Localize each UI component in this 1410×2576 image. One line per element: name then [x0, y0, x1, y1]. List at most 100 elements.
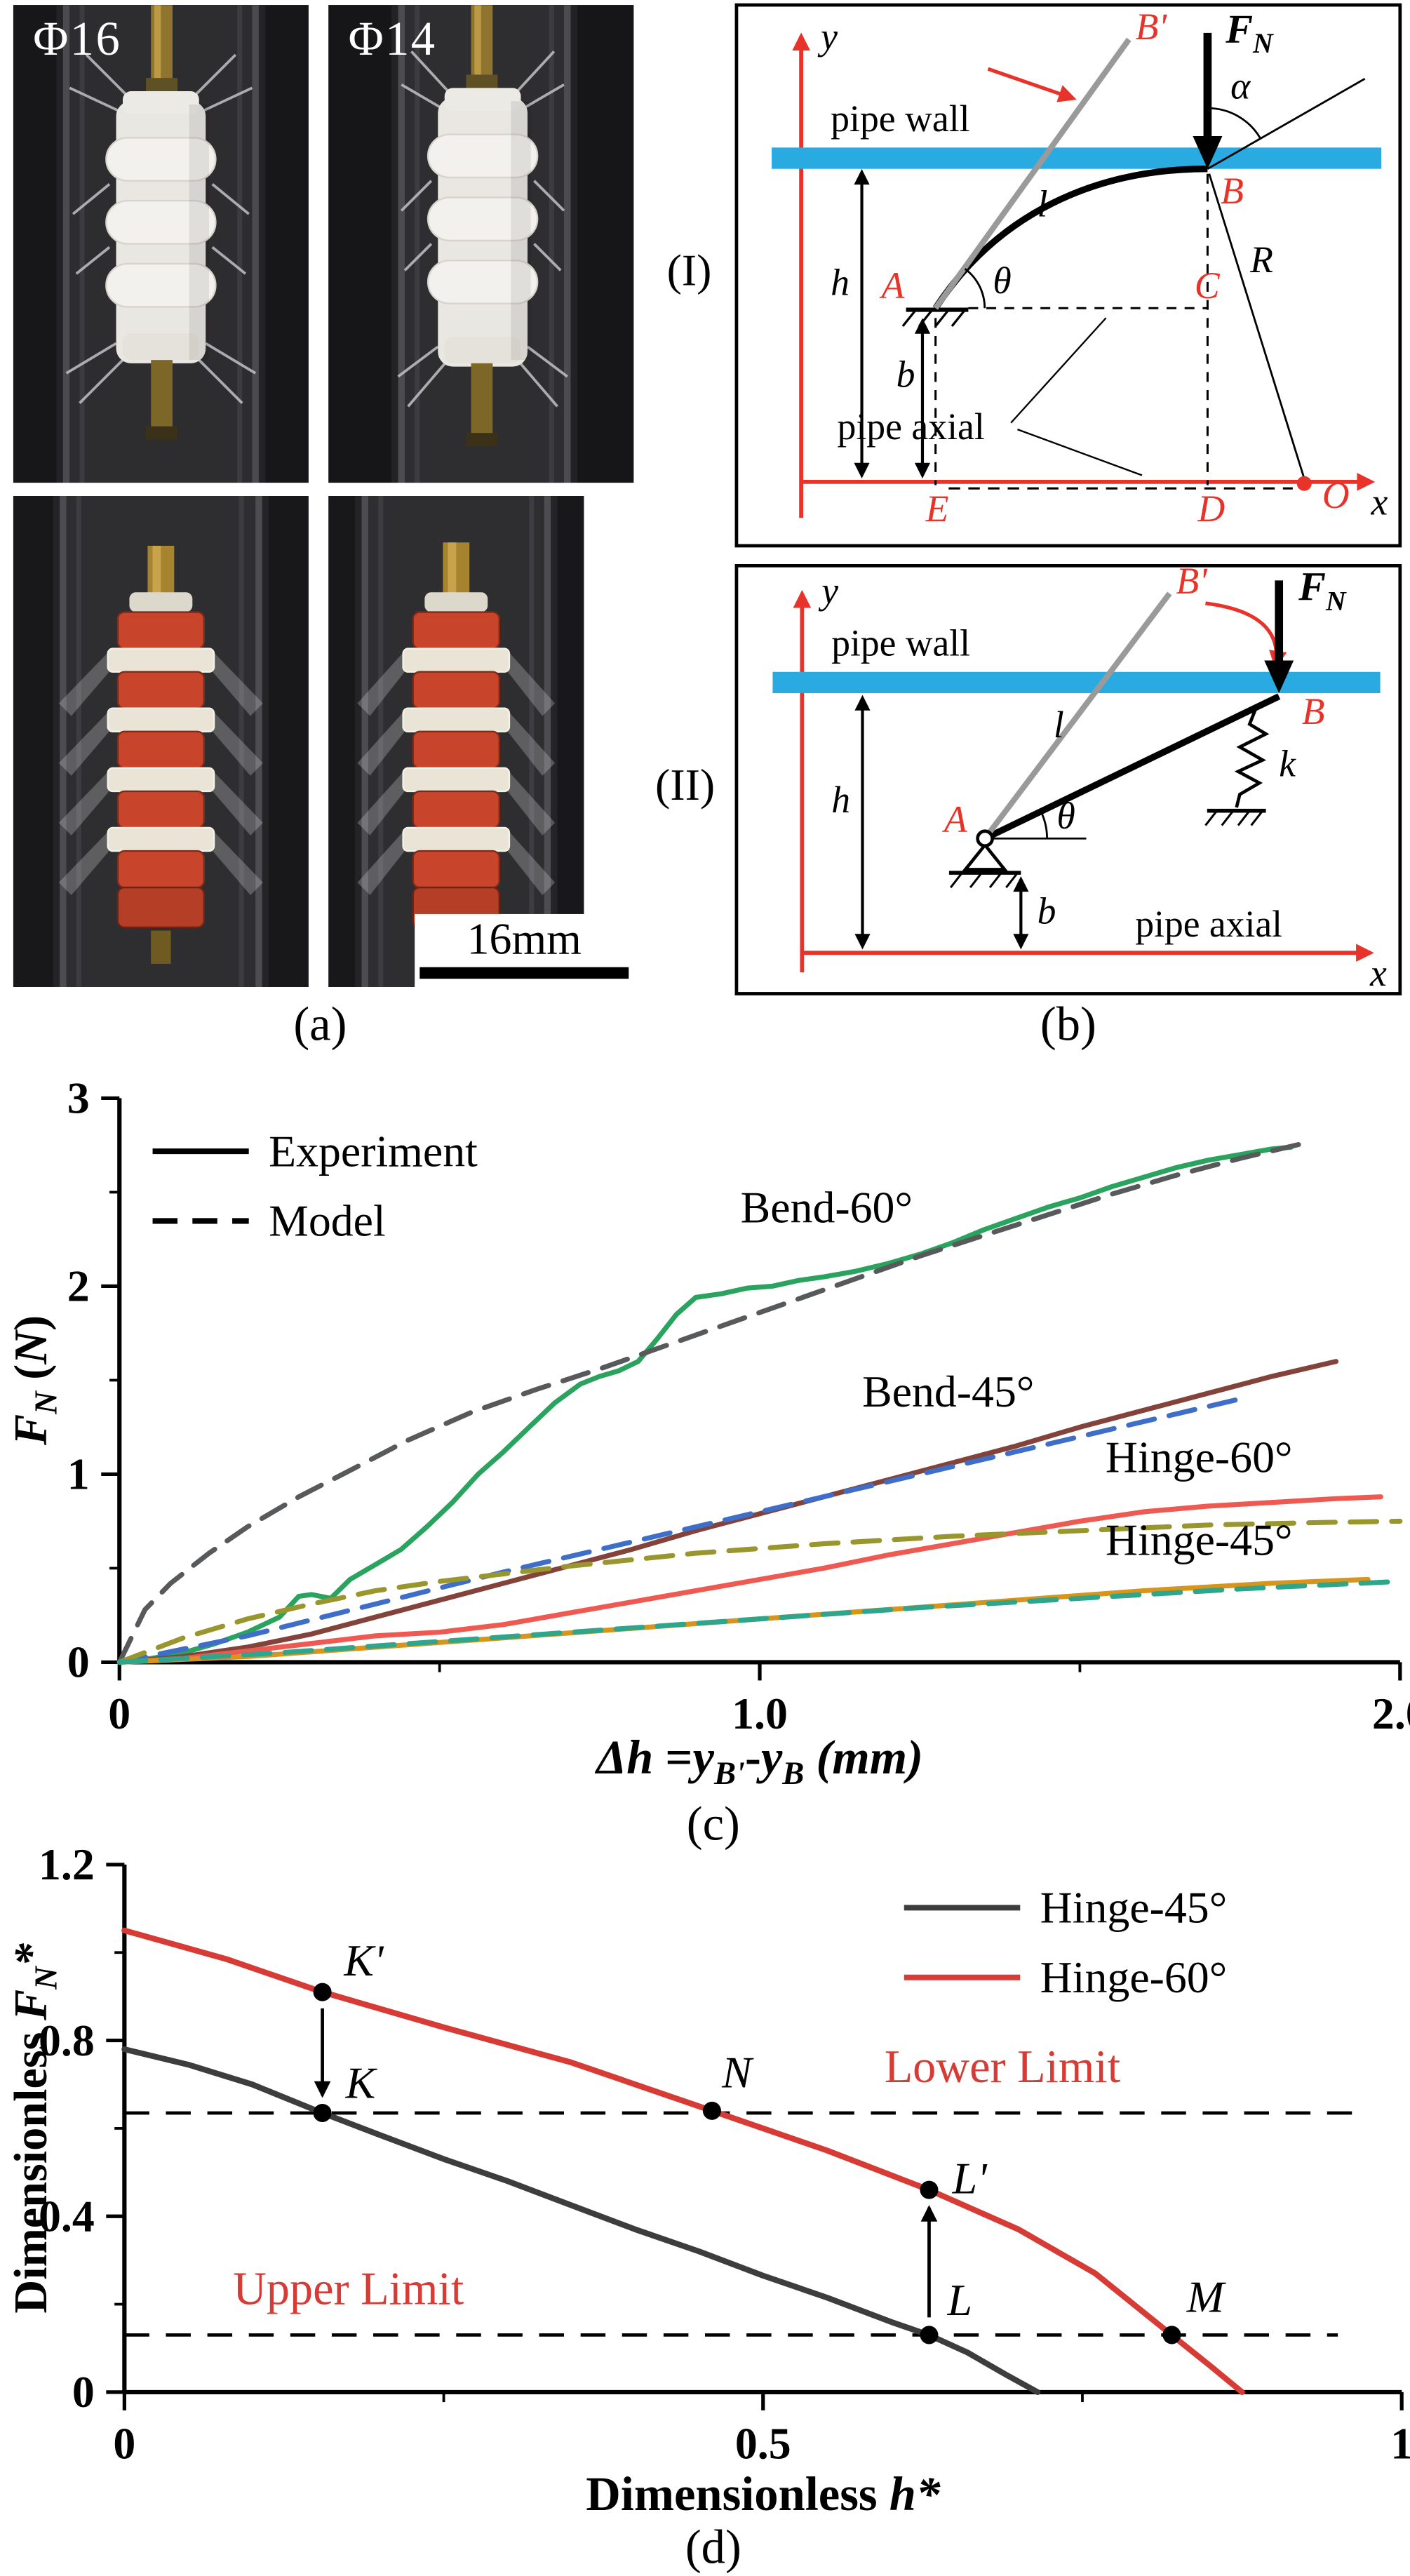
chart-c-ylabel: FN (N) [6, 1315, 65, 1446]
label-alpha: α [1230, 65, 1251, 107]
whisker-films [357, 652, 556, 895]
series-Hinge-60-model [116, 1518, 1403, 1665]
theta-arc [964, 268, 986, 309]
photo-phi14-bottom [328, 496, 584, 987]
schematic-I-box: y x pipe wall pipe axial h b [734, 3, 1402, 548]
axis-label-x: x [1371, 481, 1388, 523]
photo-phi16-top [13, 5, 309, 483]
series-Bend-45-model [116, 1396, 1243, 1665]
point-K' [313, 1983, 332, 2001]
probe-body [105, 5, 217, 440]
y-tick-label: 0 [67, 1637, 90, 1687]
probe-whiskers [397, 51, 568, 408]
label-B-prime: B' [1136, 6, 1168, 48]
label-E: E [925, 488, 949, 530]
normal-force-arrowhead [1193, 135, 1223, 169]
pipe-wall-bar [772, 147, 1382, 169]
photo-label-phi14: Φ14 [348, 13, 437, 67]
legend-label: Experiment [269, 1126, 478, 1176]
pipe-wall-label: pipe wall [831, 98, 969, 140]
label-b: b [1038, 890, 1056, 932]
theta-arc [1040, 810, 1048, 839]
legend-label: Hinge-45° [1040, 1883, 1228, 1933]
series-Hinge-45-model [116, 1578, 1403, 1665]
x-tick-label: 1.0 [732, 1689, 788, 1738]
alpha-reference-line [1207, 78, 1366, 170]
pointer-arrow-red [987, 67, 1077, 102]
schematic-label-I: (I) [666, 245, 712, 295]
leader-line [1010, 317, 1107, 424]
point-label-N: N [721, 2048, 754, 2098]
label-l: l [1037, 182, 1047, 224]
point-K [313, 2103, 332, 2122]
point-N [702, 2101, 721, 2120]
schematic-II: y x pipe wall pipe axial h b [772, 568, 1387, 992]
label-B-prime: B' [1176, 568, 1209, 602]
limit-label: Lower Limit [885, 2041, 1120, 2093]
curve-label: Bend-45° [862, 1367, 1034, 1416]
label-B: B [1302, 690, 1325, 732]
radius-line-BO [1208, 173, 1305, 479]
photo-art-phi16-bottom [13, 496, 309, 987]
bent-whisker-curve [932, 166, 1208, 310]
chart-force-displacement: 0 1.0 2.0 0 1 2 3 Bend-60° Bend-45° Hinge-60° Hing… [67, 1082, 1410, 1738]
undeformed-link-line [982, 591, 1172, 840]
photo-label-phi16: Φ16 [33, 13, 122, 67]
x-tick-label: 1 [1390, 2418, 1410, 2468]
chart-d-ylabel: Dimensionless FN* [6, 1943, 65, 2314]
normal-force-arrowhead [1264, 660, 1294, 694]
photo-art-phi14-top [328, 5, 634, 483]
chart-d-xlabel: Dimensionless h* [586, 2468, 941, 2522]
label-A: A [942, 798, 967, 840]
caption-d: (d) [685, 2521, 741, 2575]
y-tick-label: 3 [67, 1082, 90, 1123]
schematic-label-II: (II) [655, 760, 716, 810]
rigid-link-AB [983, 693, 1281, 842]
label-l: l [1054, 704, 1064, 746]
label-h: h [831, 779, 850, 821]
pipe-axial-label: pipe axial [1135, 903, 1282, 945]
label-D: D [1197, 488, 1225, 530]
label-FN: FN [1225, 6, 1274, 58]
label-A: A [880, 264, 905, 307]
y-tick-label: 2 [67, 1261, 90, 1311]
label-theta: θ [1057, 795, 1075, 837]
schematic-II-box: y x pipe wall pipe axial h b [734, 563, 1402, 995]
y-tick-label: 1.2 [39, 1845, 95, 1890]
legend-label: Hinge-60° [1040, 1952, 1228, 2002]
y-tick-label: 1 [67, 1449, 90, 1499]
pipe-axial-label: pipe axial [838, 405, 985, 448]
curve-label: Bend-60° [741, 1182, 913, 1232]
caption-c: (c) [686, 1798, 740, 1852]
x-tick-label: 0 [108, 1689, 130, 1738]
series-Hinge-45 [121, 2046, 1041, 2396]
series-Hinge-60-experiment [116, 1494, 1383, 1665]
label-k: k [1279, 743, 1296, 785]
point-label-L: L [946, 2275, 972, 2325]
limit-label: Upper Limit [233, 2264, 464, 2315]
scale-bar-label: 16mm [466, 913, 582, 964]
x-tick-label: 0 [113, 2418, 135, 2468]
point-label-K': K' [343, 1936, 384, 1985]
probe-whiskers [65, 53, 257, 404]
label-FN: FN [1298, 568, 1347, 617]
undeformed-whisker-line [933, 37, 1132, 310]
point-L' [920, 2180, 939, 2199]
label-h: h [831, 262, 850, 304]
label-O: O [1322, 474, 1350, 516]
point-M [1162, 2326, 1181, 2344]
leader-line [1017, 429, 1143, 476]
spring-ground [1204, 808, 1266, 826]
rotation-arrow-red [1205, 601, 1287, 669]
photo-art-phi14-bottom [328, 496, 584, 987]
y-tick-label: 0.8 [39, 2015, 95, 2065]
schematic-I: y x pipe wall pipe axial h b [772, 6, 1388, 530]
pin-support [948, 829, 1021, 889]
label-theta: θ [993, 260, 1011, 302]
curve-label: Hinge-60° [1106, 1433, 1293, 1482]
legend-label: Model [269, 1196, 386, 1246]
point-label-M: M [1186, 2272, 1227, 2321]
point-O [1296, 476, 1312, 491]
x-tick-label: 0.5 [735, 2418, 791, 2468]
